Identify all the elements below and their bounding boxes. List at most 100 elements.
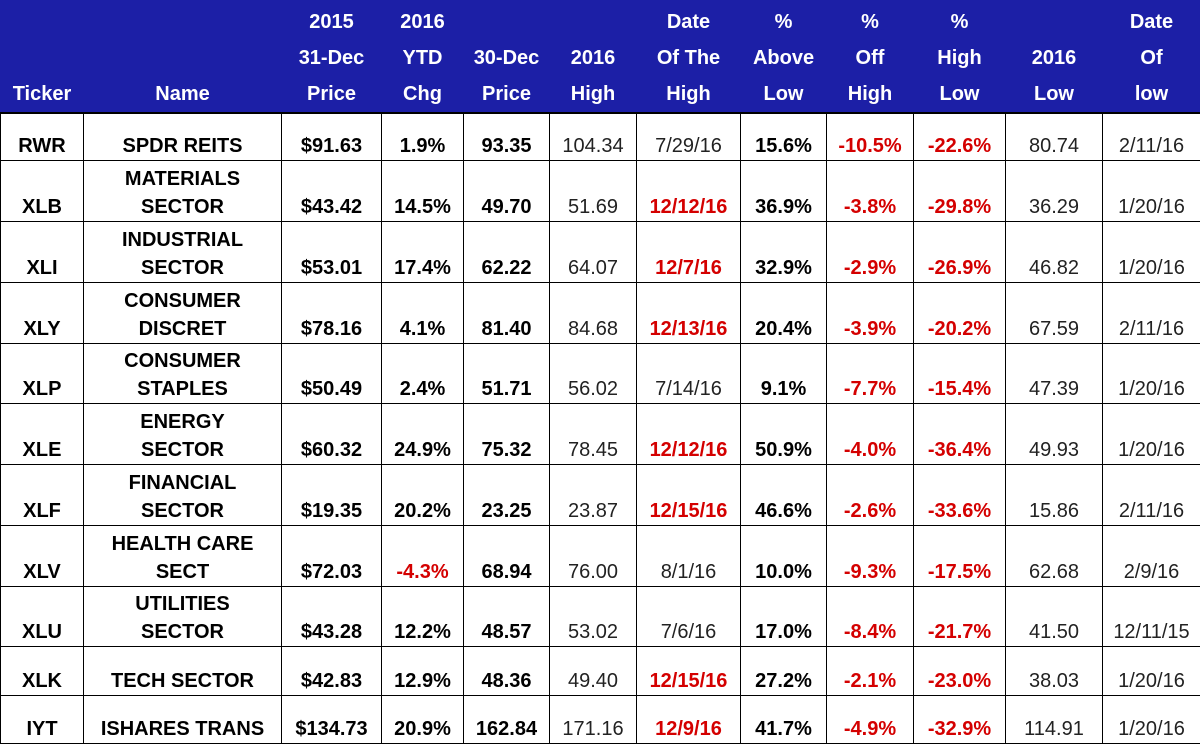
- table-row: XLV HEALTH CARE SECT $72.03 -4.3% 68.94 76.00 8…: [0, 524, 1200, 587]
- table-row: XLP CONSUMER STAPLES $50.49 2.4% 51.71 56.02 7/…: [0, 342, 1200, 405]
- cell-low: 47.39: [1005, 342, 1103, 405]
- cell-ticker: XLV: [0, 524, 84, 587]
- header-line: 2016: [1031, 46, 1077, 69]
- cell-price2015: $134.73: [281, 694, 382, 744]
- cell-high-low: -23.0%: [913, 646, 1006, 696]
- header-pct-above-low: % Above Low: [740, 0, 827, 114]
- name-line: CONSUMER: [124, 350, 241, 373]
- cell-name: HEALTH CARE SECT: [83, 524, 282, 587]
- table-row: XLB MATERIALS SECTOR $43.42 14.5% 49.70 51.69 1…: [0, 160, 1200, 222]
- cell-price30: 62.22: [463, 220, 550, 283]
- table-row: XLI INDUSTRIAL SECTOR $53.01 17.4% 62.22 64.07…: [0, 220, 1200, 283]
- cell-price30: 162.84: [463, 694, 550, 744]
- cell-price2015: $78.16: [281, 281, 382, 344]
- header-ticker: Ticker: [0, 0, 84, 114]
- cell-ticker: RWR: [0, 111, 84, 162]
- table-row: RWR SPDR REITS $91.63 1.9% 93.35 104.34 7/29/1…: [0, 111, 1200, 162]
- cell-price2015: $42.83: [281, 646, 382, 696]
- cell-low-date: 2/11/16: [1102, 111, 1200, 162]
- cell-ticker: XLY: [0, 281, 84, 344]
- cell-price30: 93.35: [463, 111, 550, 162]
- cell-ytd: 17.4%: [381, 220, 464, 283]
- cell-low: 49.93: [1005, 403, 1103, 466]
- cell-low-date: 1/20/16: [1102, 160, 1200, 222]
- cell-ticker: XLE: [0, 403, 84, 466]
- name-line: TECH SECTOR: [111, 669, 254, 692]
- name-line: SECTOR: [141, 499, 224, 522]
- cell-name: CONSUMER STAPLES: [83, 342, 282, 405]
- cell-high-low: -22.6%: [913, 111, 1006, 162]
- cell-ticker: XLP: [0, 342, 84, 405]
- cell-high-low: -17.5%: [913, 524, 1006, 587]
- header-name: Name: [83, 0, 282, 114]
- cell-off-high: -10.5%: [826, 111, 914, 162]
- cell-off-high: -4.9%: [826, 694, 914, 744]
- cell-ytd: 4.1%: [381, 281, 464, 344]
- cell-high-date: 12/15/16: [636, 464, 741, 526]
- cell-price2015: $72.03: [281, 524, 382, 587]
- header-line: Date: [1129, 10, 1174, 33]
- name-line: SECTOR: [141, 195, 224, 218]
- header-line: Low: [1034, 82, 1074, 105]
- cell-price2015: $91.63: [281, 111, 382, 162]
- header-line: High: [937, 46, 982, 69]
- name-line: STAPLES: [137, 378, 228, 401]
- cell-high-low: -21.7%: [913, 585, 1006, 648]
- header-line: Low: [763, 82, 804, 105]
- cell-off-high: -4.0%: [826, 403, 914, 466]
- header-line: Off: [855, 46, 885, 69]
- cell-price2015: $19.35: [281, 464, 382, 526]
- name-line: DISCRET: [138, 317, 227, 340]
- cell-high: 64.07: [549, 220, 637, 283]
- cell-price30: 48.36: [463, 646, 550, 696]
- cell-low-date: 2/9/16: [1102, 524, 1200, 587]
- cell-above-low: 10.0%: [740, 524, 827, 587]
- cell-ticker: XLI: [0, 220, 84, 283]
- cell-high: 23.87: [549, 464, 637, 526]
- cell-name: SPDR REITS: [83, 111, 282, 162]
- header-2015-price: 2015 31-Dec Price: [281, 0, 382, 114]
- cell-low: 114.91: [1005, 694, 1103, 744]
- header-line: 2016: [400, 10, 445, 33]
- name-line: HEALTH CARE: [111, 532, 254, 555]
- cell-ticker: IYT: [0, 694, 84, 744]
- header-line: Low: [939, 82, 980, 105]
- cell-low-date: 1/20/16: [1102, 342, 1200, 405]
- cell-off-high: -3.9%: [826, 281, 914, 344]
- header-row: Ticker Name 2015 31-Dec Price 2016 YTD Chg 30-De…: [0, 0, 1200, 114]
- header-date-of-high: Date Of The High: [636, 0, 741, 114]
- header-line: High: [570, 82, 616, 105]
- header-line: Above: [752, 46, 815, 69]
- cell-name: FINANCIAL SECTOR: [83, 464, 282, 526]
- cell-ytd: 12.2%: [381, 585, 464, 648]
- cell-high: 78.45: [549, 403, 637, 466]
- header-line: Of The: [656, 46, 721, 69]
- cell-name: ISHARES TRANS: [83, 694, 282, 744]
- header-line: Of: [1140, 46, 1163, 69]
- name-line: ENERGY: [140, 411, 225, 434]
- cell-name: ENERGY SECTOR: [83, 403, 282, 466]
- cell-high-low: -32.9%: [913, 694, 1006, 744]
- cell-ytd: 20.9%: [381, 694, 464, 744]
- cell-low-date: 12/11/15: [1102, 585, 1200, 648]
- cell-ytd: 24.9%: [381, 403, 464, 466]
- cell-price30: 48.57: [463, 585, 550, 648]
- table-row: XLK TECH SECTOR $42.83 12.9% 48.36 49.40 12/15…: [0, 646, 1200, 696]
- header-line: %: [950, 10, 969, 33]
- cell-high-date: 12/15/16: [636, 646, 741, 696]
- cell-off-high: -3.8%: [826, 160, 914, 222]
- cell-name: CONSUMER DISCRET: [83, 281, 282, 344]
- header-line: 31-Dec: [298, 46, 365, 69]
- cell-above-low: 41.7%: [740, 694, 827, 744]
- cell-name: INDUSTRIAL SECTOR: [83, 220, 282, 283]
- header-line: Date: [666, 10, 711, 33]
- cell-high-date: 7/14/16: [636, 342, 741, 405]
- name-line: SECTOR: [141, 256, 224, 279]
- cell-name: TECH SECTOR: [83, 646, 282, 696]
- cell-off-high: -8.4%: [826, 585, 914, 648]
- header-line: 2015: [309, 10, 354, 33]
- cell-above-low: 46.6%: [740, 464, 827, 526]
- cell-price2015: $43.42: [281, 160, 382, 222]
- cell-high-date: 12/12/16: [636, 160, 741, 222]
- header-line: Chg: [403, 82, 442, 105]
